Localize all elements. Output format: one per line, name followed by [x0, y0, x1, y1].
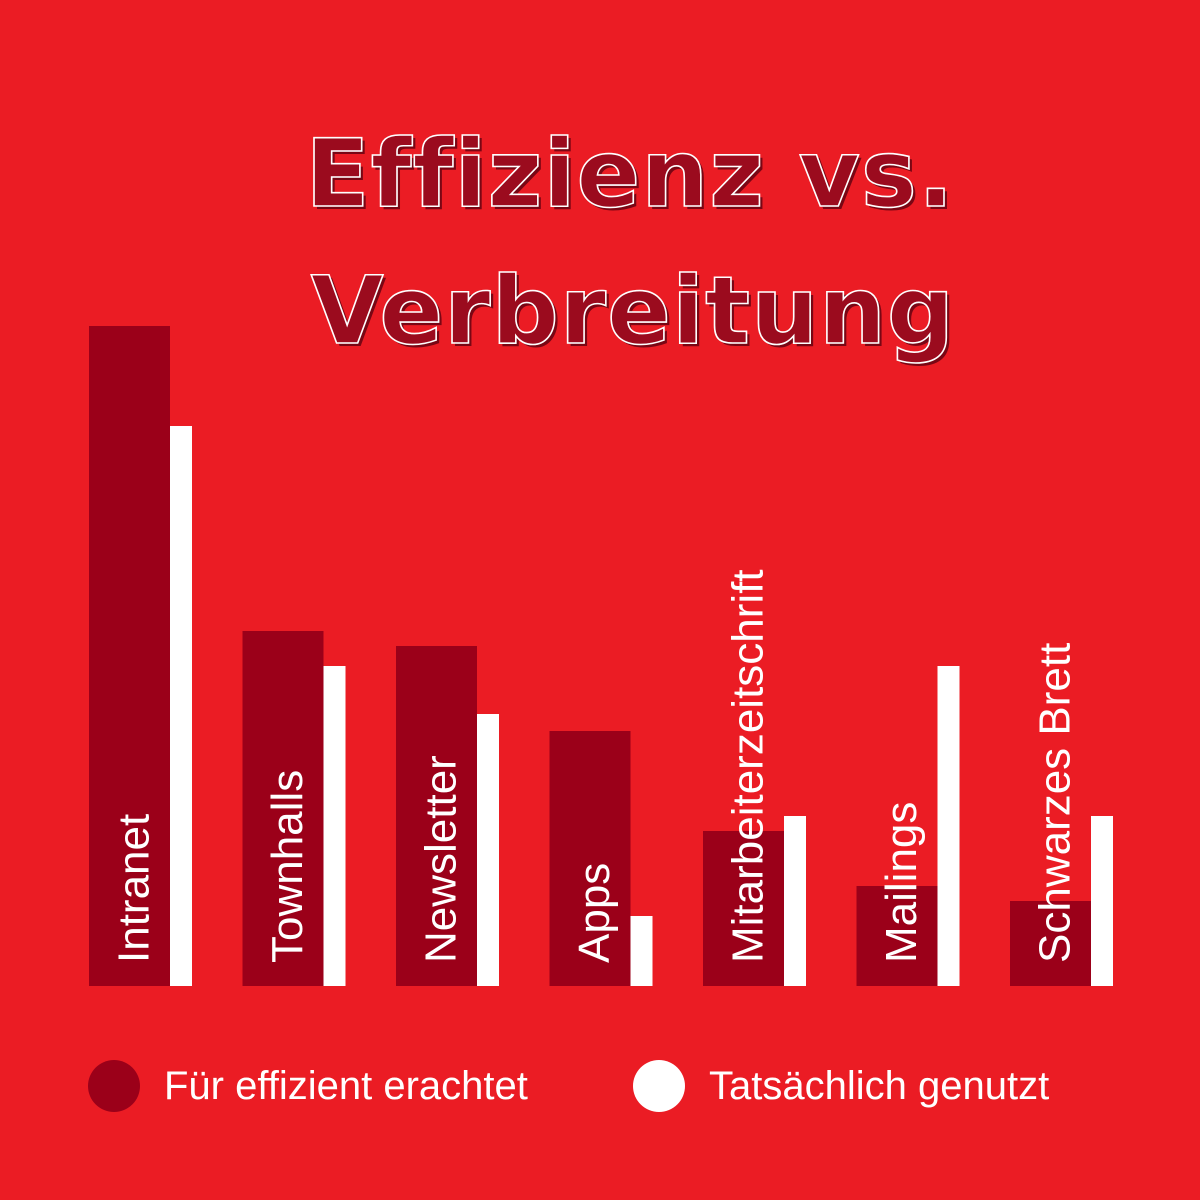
- bar-effizient-mailings: [856, 886, 938, 986]
- title-line1: Effizienz vs.: [305, 120, 954, 229]
- legend-swatch-genutzt: [633, 1060, 685, 1112]
- legend-label-effizient: Für effizient erachtet: [164, 1063, 528, 1108]
- legend-label-genutzt: Tatsächlich genutzt: [709, 1063, 1050, 1108]
- bars-group: [89, 326, 1113, 986]
- legend-item-effizient: Für effizient erachtet: [88, 1058, 528, 1114]
- bar-genutzt-townhalls: [323, 666, 346, 986]
- bar-effizient-townhalls: [242, 631, 324, 986]
- title-line2-shadow: Verbreitung: [314, 260, 958, 369]
- bar-genutzt-apps: [630, 916, 653, 986]
- title-line1-shadow: Effizienz vs.: [308, 123, 957, 232]
- bar-effizient-intranet: [89, 326, 170, 986]
- bar-genutzt-intranet: [170, 426, 192, 986]
- bar-effizient-newsletter: [396, 646, 477, 986]
- legend-item-genutzt: Tatsächlich genutzt: [633, 1058, 1049, 1114]
- bar-effizient-apps: [549, 731, 631, 986]
- title-line2: Verbreitung: [311, 257, 955, 366]
- category-label-newsletter: Newsletter: [417, 755, 466, 963]
- bar-genutzt-schwarzes-brett: [1091, 816, 1113, 986]
- bar-effizient-mitarbeiterzeitschrift: [703, 831, 784, 986]
- chart-title: Effizienz vs. Effizienz vs. Verbreitung …: [305, 119, 958, 369]
- category-label-mailings: Mailings: [877, 802, 926, 963]
- legend-swatch-effizient: [88, 1060, 140, 1112]
- bar-genutzt-mitarbeiterzeitschrift: [784, 816, 806, 986]
- category-label-schwarzes-brett: Schwarzes Brett: [1031, 643, 1080, 963]
- bar-genutzt-mailings: [937, 666, 960, 986]
- category-labels-group: Intranet Townhalls Newsletter Apps Mitarbeit…: [110, 569, 1080, 963]
- category-label-mitarbeiterzeitschrift: Mitarbeiterzeitschrift: [724, 569, 773, 963]
- bar-genutzt-newsletter: [477, 714, 499, 986]
- category-label-townhalls: Townhalls: [263, 770, 312, 963]
- category-label-apps: Apps: [570, 863, 619, 963]
- bar-effizient-schwarzes-brett: [1010, 901, 1091, 986]
- category-label-intranet: Intranet: [110, 814, 159, 963]
